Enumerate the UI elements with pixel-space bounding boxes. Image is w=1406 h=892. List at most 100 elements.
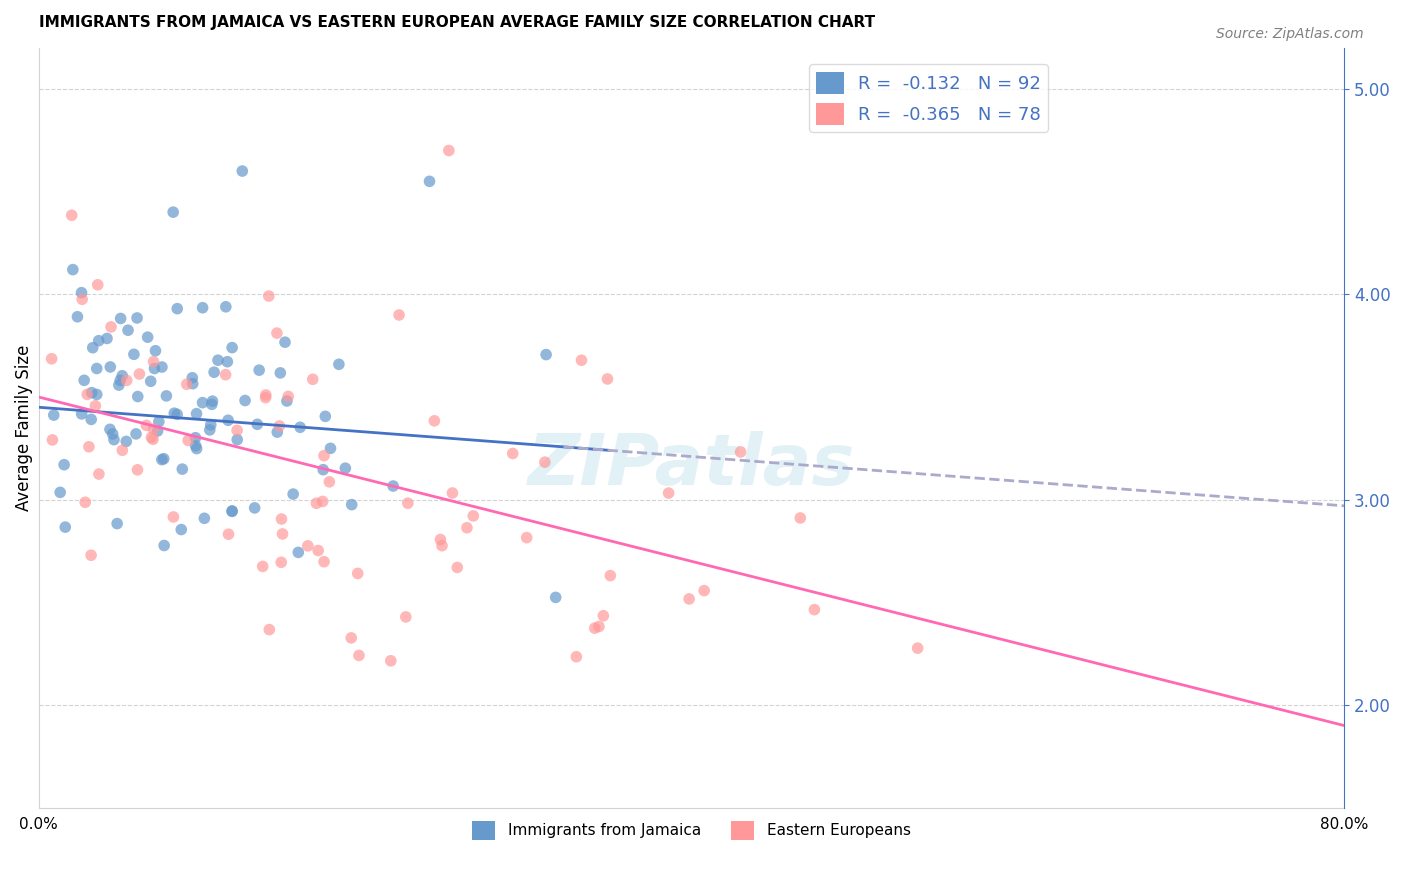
blue	[201, 397, 224, 411]
pink	[142, 432, 165, 446]
pink	[141, 430, 163, 444]
pink	[115, 373, 138, 387]
Text: ZIPatlas: ZIPatlas	[527, 432, 855, 500]
pink	[516, 531, 538, 545]
pink	[271, 527, 294, 541]
blue	[186, 407, 208, 421]
blue	[172, 462, 194, 476]
blue	[274, 335, 297, 350]
blue	[82, 341, 104, 355]
blue	[105, 516, 128, 531]
pink	[388, 308, 411, 322]
blue	[125, 426, 148, 441]
blue	[217, 413, 239, 427]
pink	[269, 418, 291, 433]
blue	[150, 452, 173, 467]
blue	[150, 359, 173, 374]
blue	[207, 353, 229, 368]
blue	[217, 355, 239, 369]
pink	[318, 475, 340, 489]
blue	[314, 409, 336, 424]
pink	[583, 621, 606, 635]
pink	[380, 654, 402, 668]
pink	[599, 568, 621, 582]
blue	[166, 408, 188, 422]
pink	[41, 433, 63, 447]
pink	[565, 649, 588, 664]
blue	[98, 422, 121, 436]
pink	[162, 510, 184, 524]
blue	[340, 498, 363, 512]
pink	[214, 368, 236, 382]
pink	[430, 539, 453, 553]
pink	[100, 319, 122, 334]
pink	[693, 583, 716, 598]
pink	[77, 440, 100, 454]
pink	[259, 623, 281, 637]
blue	[155, 389, 177, 403]
blue	[87, 334, 110, 348]
blue	[283, 487, 305, 501]
pink	[441, 486, 464, 500]
pink	[588, 619, 610, 633]
blue	[319, 442, 342, 456]
blue	[115, 434, 138, 449]
blue	[534, 348, 557, 362]
blue	[110, 311, 132, 326]
blue	[53, 520, 76, 534]
pink	[429, 533, 451, 547]
blue	[193, 511, 215, 525]
pink	[305, 496, 328, 510]
pink	[127, 463, 149, 477]
blue	[111, 368, 134, 383]
pink	[347, 648, 370, 663]
pink	[658, 486, 681, 500]
pink	[142, 422, 165, 436]
blue	[122, 347, 145, 361]
pink	[446, 560, 468, 574]
blue	[70, 407, 93, 421]
blue	[136, 330, 159, 344]
blue	[127, 390, 149, 404]
blue	[247, 363, 270, 377]
blue	[181, 370, 204, 384]
Legend: Immigrants from Jamaica, Eastern Europeans: Immigrants from Jamaica, Eastern Europea…	[467, 815, 917, 846]
pink	[60, 208, 83, 222]
pink	[730, 445, 752, 459]
blue	[184, 431, 207, 445]
pink	[76, 387, 98, 401]
blue	[73, 373, 96, 387]
blue	[125, 310, 148, 325]
pink	[226, 423, 249, 437]
pink	[266, 326, 288, 340]
blue	[86, 361, 108, 376]
blue	[49, 485, 72, 500]
blue	[221, 341, 243, 355]
blue	[233, 393, 256, 408]
pink	[340, 631, 363, 645]
blue	[145, 343, 167, 358]
blue	[544, 591, 567, 605]
blue	[117, 323, 139, 337]
blue	[66, 310, 89, 324]
pink	[142, 354, 165, 368]
blue	[243, 500, 266, 515]
blue	[221, 504, 243, 518]
pink	[252, 559, 274, 574]
pink	[270, 555, 292, 569]
blue	[335, 461, 357, 475]
blue	[181, 376, 204, 391]
pink	[307, 543, 329, 558]
blue	[200, 417, 222, 432]
blue	[152, 451, 174, 466]
pink	[346, 566, 368, 581]
pink	[177, 434, 200, 448]
pink	[84, 399, 107, 413]
pink	[396, 496, 419, 510]
blue	[276, 394, 298, 409]
blue	[198, 423, 221, 437]
pink	[87, 277, 110, 292]
pink	[312, 555, 335, 569]
blue	[146, 424, 169, 438]
pink	[463, 508, 485, 523]
